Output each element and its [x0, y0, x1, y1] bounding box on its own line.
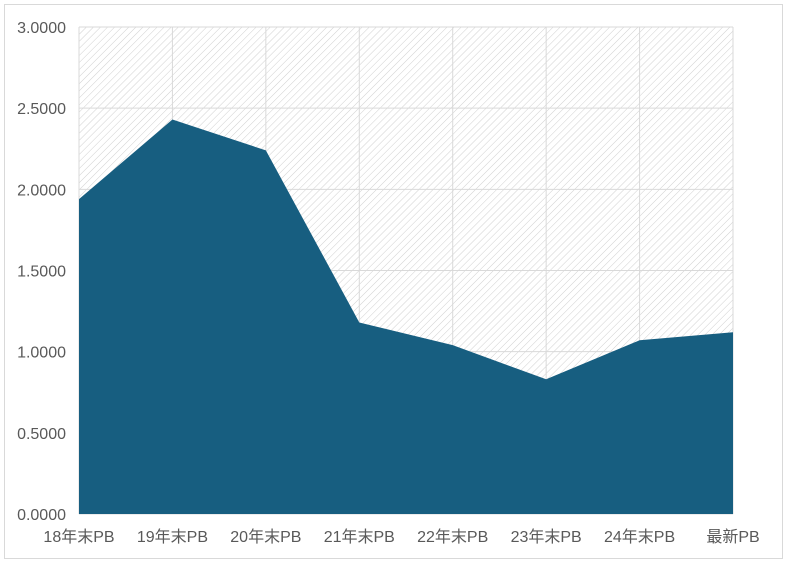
x-tick-label: 24年末PB: [604, 528, 675, 546]
y-tick-label: 0.5000: [17, 426, 66, 443]
y-tick-label: 3.0000: [17, 20, 66, 37]
x-tick-label: 23年末PB: [511, 528, 582, 546]
y-tick-label: 2.0000: [17, 182, 66, 199]
x-tick-label: 最新PB: [706, 528, 759, 546]
y-tick-label: 0.0000: [17, 507, 66, 524]
chart-frame: [4, 4, 783, 559]
area-series: [79, 119, 733, 514]
x-tick-label: 22年末PB: [417, 528, 488, 546]
y-axis-tick-labels: 0.0000 0.5000 1.0000 1.5000 2.0000 2.5000 3.00…: [17, 20, 66, 524]
x-tick-label: 21年末PB: [324, 528, 395, 546]
x-axis-tick-labels: 18年末PB 19年末PB 20年末PB 21年末PB 22年末PB 23年末PB 24年末…: [43, 528, 759, 546]
x-tick-label: 20年末PB: [230, 528, 301, 546]
x-tick-label: 18年末PB: [43, 528, 114, 546]
y-tick-label: 1.5000: [17, 264, 66, 281]
y-tick-label: 2.5000: [17, 101, 66, 118]
y-tick-label: 1.0000: [17, 345, 66, 362]
x-tick-label: 19年末PB: [137, 528, 208, 546]
